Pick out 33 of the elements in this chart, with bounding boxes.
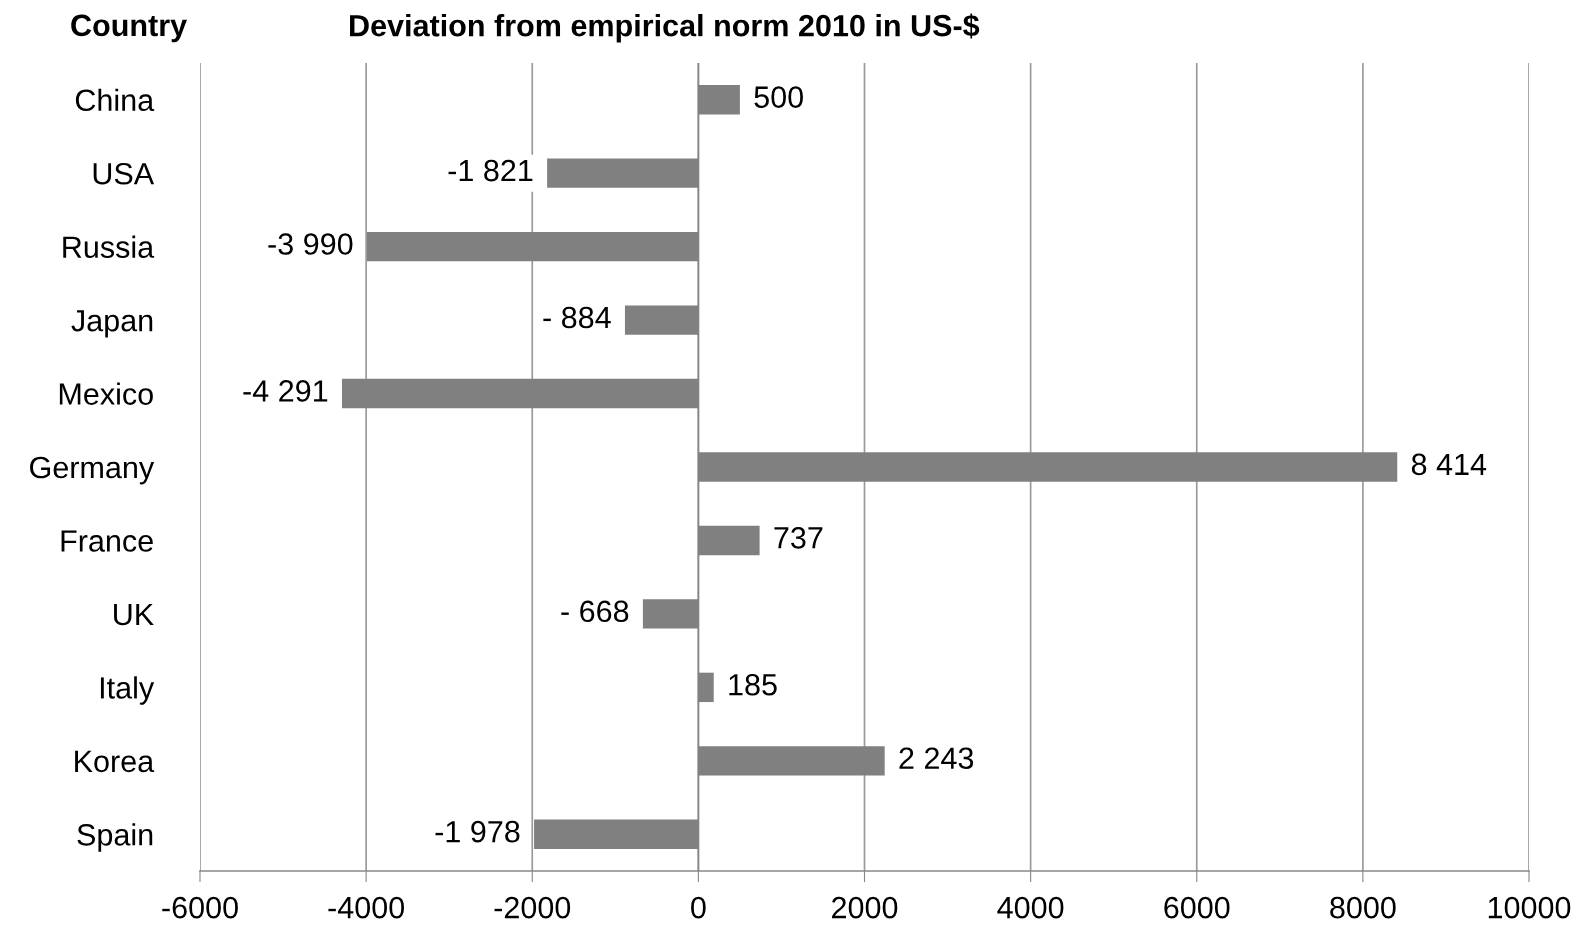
x-tick-label: 0 [691,896,706,919]
data-label: -1 978 [435,820,520,843]
x-tick-label: 10000 [1488,896,1571,919]
x-tick-label: -2000 [494,896,571,919]
y-tick-label: Japan [71,310,153,338]
y-tick-label: Russia [63,235,155,259]
y-tick-label: France [61,530,153,552]
data-label: 2 243 [899,747,974,770]
data-label: 185 [729,673,777,696]
y-tick-label: Italy [100,676,155,705]
y-tick-label: UK [114,603,154,626]
x-tick-label: 2000 [832,896,898,919]
x-tick-label: -4000 [328,896,405,919]
y-tick-label: Mexico [59,382,153,405]
data-label: 8 414 [1411,453,1487,476]
y-tick-label: Korea [75,750,155,773]
data-label: - 668 [561,600,629,623]
data-label: - 884 [543,306,611,329]
x-tick-label: 6000 [1164,896,1230,919]
x-tick-label: 4000 [997,896,1064,919]
data-label: 500 [754,86,803,108]
y-tick-label: Germany [30,456,155,485]
y-tick-label: USA [93,162,155,185]
data-label: -4 291 [243,380,328,402]
data-label: -1 821 [448,159,533,182]
chart-title: Deviation from empirical norm 2010 in US-$ [350,13,980,43]
x-tick-label: 8000 [1330,896,1396,919]
data-label: -3 990 [268,233,353,255]
y-tick-label: Spain [77,823,153,852]
y-axis-title: Country [71,14,187,43]
data-label: 737 [774,527,823,549]
x-tick-label: -6000 [162,896,238,919]
y-tick-label: China [75,88,155,112]
